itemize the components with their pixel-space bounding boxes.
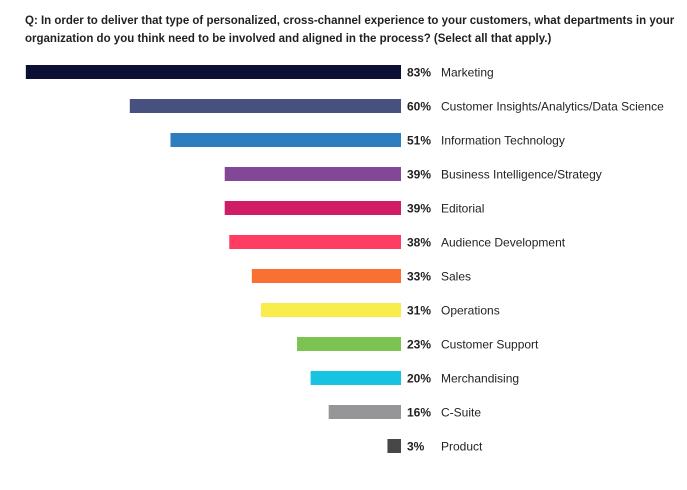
chart-title: Q: In order to deliver that type of pers… [25, 15, 675, 45]
value-label: 83% [407, 66, 431, 80]
category-label: Merchandising [441, 372, 519, 386]
value-label: 39% [407, 168, 431, 182]
category-label: Operations [441, 304, 500, 318]
value-label: 3% [407, 440, 425, 454]
category-label: Business Intelligence/Strategy [441, 168, 602, 182]
value-label: 16% [407, 406, 431, 420]
category-label: Information Technology [441, 134, 565, 148]
bar-7 [260, 303, 401, 317]
category-label: C-Suite [441, 406, 481, 420]
value-label: 23% [407, 338, 431, 352]
value-label: 60% [407, 100, 431, 114]
bar-2 [170, 133, 401, 147]
bar-1 [129, 99, 402, 113]
bar-3 [224, 167, 401, 181]
value-label: 51% [407, 134, 431, 148]
category-label: Audience Development [441, 236, 566, 250]
bar-6 [251, 269, 401, 283]
value-label: 38% [407, 236, 431, 250]
bar-8 [297, 337, 401, 351]
category-label: Product [441, 440, 483, 454]
bar-5 [229, 235, 401, 249]
category-label: Customer Support [441, 338, 539, 352]
bar-9 [310, 371, 401, 385]
value-label: 39% [407, 202, 431, 216]
bar-11 [387, 439, 401, 453]
category-label: Marketing [441, 66, 494, 80]
value-label: 31% [407, 304, 431, 318]
category-label: Sales [441, 270, 471, 284]
bar-10 [328, 405, 401, 419]
value-label: 33% [407, 270, 431, 284]
category-label: Editorial [441, 202, 484, 216]
bar-4 [224, 201, 401, 215]
value-label: 20% [407, 372, 431, 386]
bar-0 [25, 65, 402, 79]
category-label: Customer Insights/Analytics/Data Science [441, 100, 664, 114]
